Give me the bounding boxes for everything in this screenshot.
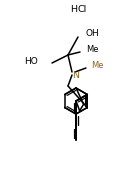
Text: HO: HO — [24, 57, 38, 67]
Text: OH: OH — [85, 28, 99, 38]
Text: Me: Me — [90, 62, 103, 70]
Text: Cl: Cl — [77, 6, 86, 14]
Text: H: H — [70, 6, 77, 14]
Text: N: N — [72, 70, 79, 80]
Text: Me: Me — [85, 46, 98, 54]
